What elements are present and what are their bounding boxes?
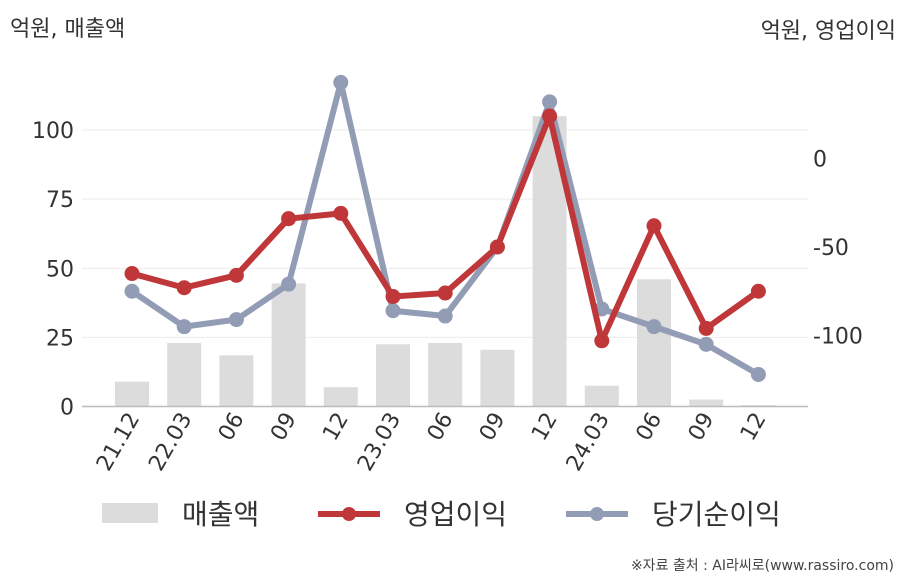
source-note: ※자료 출처 : AI라씨로(www.rassiro.com) <box>631 558 894 574</box>
right-axis-ticks: 0 -50 -100 <box>813 148 863 350</box>
point-operating-profit <box>699 321 714 336</box>
x-tick-label: 12 <box>736 409 772 446</box>
x-tick-label: 09 <box>475 409 511 446</box>
gridlines <box>82 130 808 337</box>
legend-label-revenue: 매출액 <box>182 498 259 531</box>
right-tick-label: -50 <box>813 236 849 261</box>
point-operating-profit <box>438 286 453 301</box>
legend-label-net-income: 당기순이익 <box>652 498 781 531</box>
x-tick-label: 23.03 <box>353 409 406 476</box>
left-tick-label: 75 <box>46 188 74 213</box>
left-axis-ticks: 0 25 50 75 100 <box>32 119 74 421</box>
x-axis-ticks: 21.12 22.03 06 09 12 23.03 06 09 12 24.03 06 09 12 <box>92 409 772 476</box>
point-operating-profit <box>177 280 192 295</box>
point-net-income <box>751 367 766 382</box>
point-operating-profit <box>542 109 557 124</box>
bar <box>585 386 619 407</box>
legend-marker-operating-profit <box>342 507 356 521</box>
x-tick-label: 06 <box>632 409 668 446</box>
legend: 매출액 영업이익 당기순이익 <box>102 498 781 531</box>
point-net-income <box>281 277 296 292</box>
point-operating-profit <box>594 333 609 348</box>
bar <box>167 343 201 407</box>
left-tick-label: 100 <box>32 119 74 144</box>
bar <box>689 400 723 407</box>
bar <box>115 382 149 407</box>
legend-swatch-revenue <box>102 503 158 523</box>
point-net-income <box>125 284 140 299</box>
point-net-income <box>177 319 192 334</box>
bar <box>376 344 410 406</box>
point-net-income <box>699 337 714 352</box>
point-operating-profit <box>490 240 505 255</box>
x-tick-label: 09 <box>266 409 302 446</box>
point-net-income <box>647 319 662 334</box>
bar <box>272 283 306 406</box>
bar <box>637 279 671 406</box>
x-tick-label: 21.12 <box>92 409 145 476</box>
legend-marker-net-income <box>590 507 604 521</box>
x-tick-label: 09 <box>684 409 720 446</box>
line-net-income <box>132 82 758 374</box>
left-tick-label: 50 <box>46 257 74 282</box>
point-operating-profit <box>333 206 348 221</box>
legend-label-operating-profit: 영업이익 <box>404 498 507 531</box>
point-net-income <box>229 312 244 327</box>
point-net-income <box>333 75 348 90</box>
bar <box>219 355 253 406</box>
x-tick-label: 06 <box>214 409 250 446</box>
bar <box>324 387 358 406</box>
right-tick-label: -100 <box>813 325 863 350</box>
point-operating-profit <box>386 289 401 304</box>
x-tick-label: 12 <box>527 409 563 446</box>
x-tick-label: 22.03 <box>144 409 197 476</box>
right-axis-label: 억원, 영업이익 <box>761 19 896 44</box>
x-tick-label: 24.03 <box>562 409 615 476</box>
point-operating-profit <box>647 218 662 233</box>
bar <box>428 343 462 407</box>
point-net-income <box>386 303 401 318</box>
x-tick-label: 06 <box>423 409 459 446</box>
point-operating-profit <box>751 284 766 299</box>
point-operating-profit <box>125 266 140 281</box>
left-axis-label: 억원, 매출액 <box>10 17 125 42</box>
left-tick-label: 25 <box>46 326 74 351</box>
x-tick-label: 12 <box>318 409 354 446</box>
point-operating-profit <box>229 268 244 283</box>
bar-series-revenue <box>115 116 775 406</box>
left-tick-label: 0 <box>60 396 74 421</box>
bar <box>480 350 514 407</box>
point-operating-profit <box>281 211 296 226</box>
point-net-income <box>438 309 453 324</box>
point-net-income <box>542 94 557 109</box>
right-tick-label: 0 <box>813 148 827 173</box>
